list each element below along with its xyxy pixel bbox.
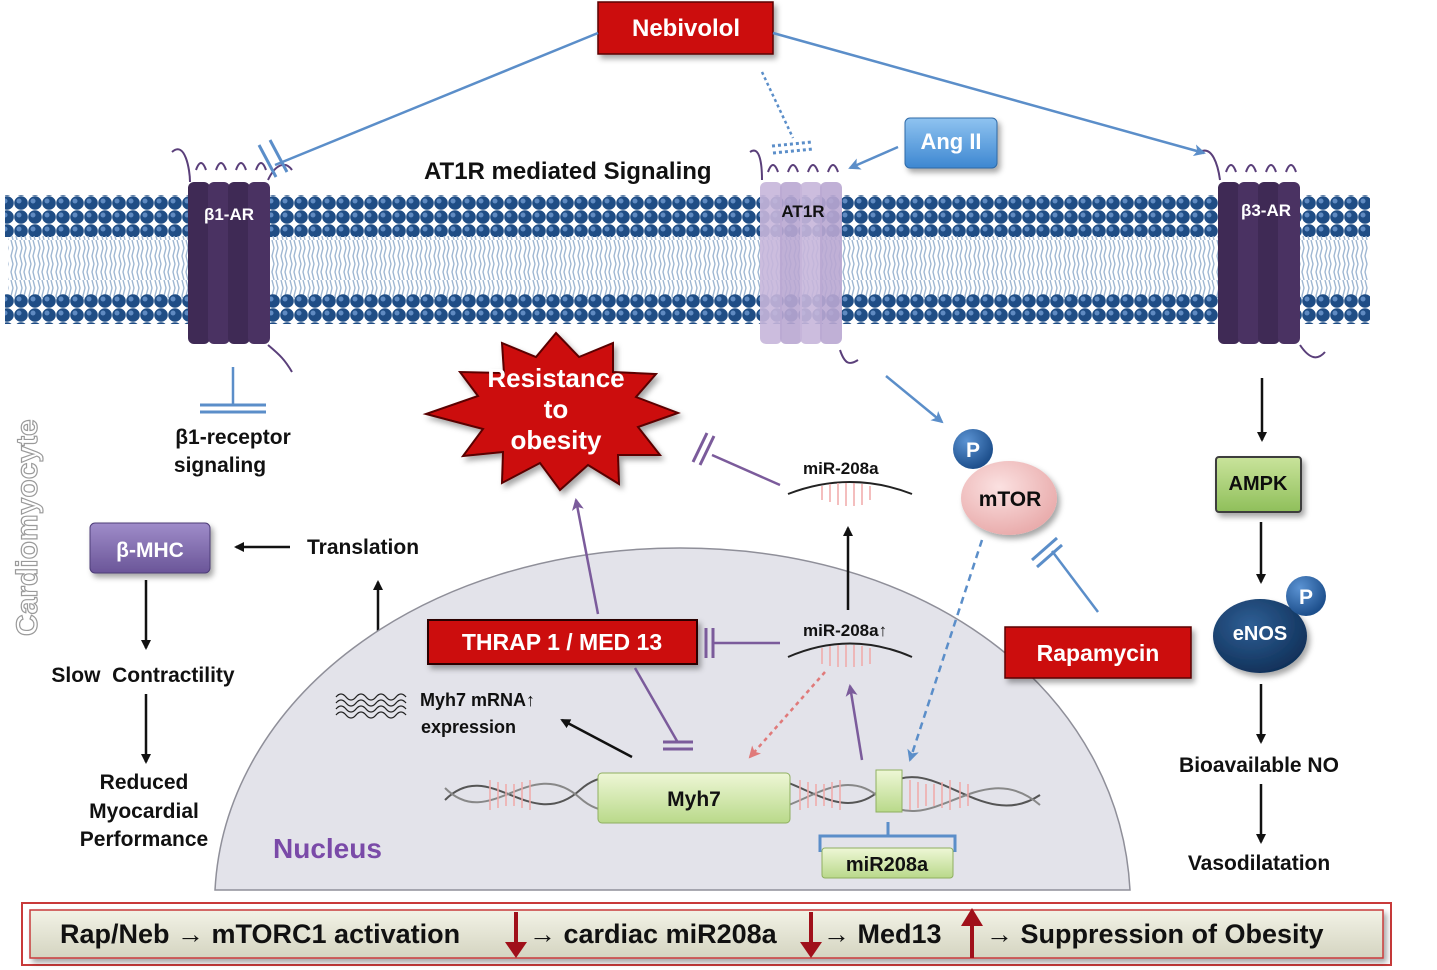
mir208a-gene-label: miR208a bbox=[846, 854, 929, 876]
myh7-mrna-squiggle bbox=[335, 693, 407, 719]
myh7-to-mrna-arrow bbox=[560, 718, 633, 759]
angii-label: Ang II bbox=[920, 129, 981, 154]
mir208a-to-myh7-dotted bbox=[748, 671, 826, 759]
mir208a-mid-strand bbox=[787, 642, 913, 658]
mtor-to-nucleus-dashed bbox=[907, 539, 984, 762]
summary-up-arrow bbox=[961, 908, 983, 958]
mir208a-locus-block bbox=[875, 769, 903, 813]
nucleus-label: Nucleus bbox=[273, 833, 382, 864]
at1r-label: AT1R bbox=[781, 202, 824, 221]
mir208a-mid-bases bbox=[821, 645, 871, 667]
enos-node: eNOS bbox=[1213, 599, 1307, 673]
ampk-label: AMPK bbox=[1229, 473, 1288, 495]
nebivolol-at1r-tbar-1 bbox=[771, 140, 813, 148]
slow-contractility-label: Slow Contractility bbox=[51, 664, 235, 687]
nebivolol-b1ar-tbar-1 bbox=[257, 144, 278, 178]
nebivolol-to-at1r-dotted bbox=[760, 71, 795, 139]
myh7-gene-box: Myh7 bbox=[597, 772, 791, 824]
summary-part-2: → cardiac miR208a bbox=[529, 919, 778, 949]
resistance-to-obesity-burst: Resistance to obesity bbox=[422, 331, 681, 492]
angii-box: Ang II bbox=[904, 117, 998, 169]
bioavailable-no-label: Bioavailable NO bbox=[1179, 754, 1339, 777]
rapamycin-label: Rapamycin bbox=[1037, 640, 1160, 666]
summary-down-arrow-2 bbox=[800, 912, 822, 958]
membrane-outer-leaflet bbox=[5, 195, 1370, 237]
mir208a-mid-label: miR-208a↑ bbox=[803, 621, 887, 640]
ampk-box: AMPK bbox=[1215, 456, 1302, 513]
bmhc-box: β-MHC bbox=[89, 522, 211, 574]
rapamycin-box: Rapamycin bbox=[1004, 626, 1192, 679]
summary-bar: Rap/Neb → mTORC1 activation → cardiac mi… bbox=[21, 902, 1392, 966]
resistance-label-1: Resistance bbox=[487, 363, 624, 393]
thrap-box: THRAP 1 / MED 13 bbox=[427, 619, 698, 665]
gene-to-mir208a-arrow bbox=[845, 684, 864, 761]
resistance-label-2: to bbox=[544, 394, 569, 424]
summary-part-4: → Suppression of Obesity bbox=[986, 919, 1324, 949]
nebivolol-label: Nebivolol bbox=[632, 15, 740, 42]
nebivolol-box: Nebivolol bbox=[597, 1, 774, 55]
enos-p-label: P bbox=[1299, 586, 1313, 609]
mir208a-top-bases bbox=[821, 483, 871, 506]
rapamycin-mtor-tbar-2 bbox=[1036, 543, 1063, 569]
enos-phospho: P bbox=[1286, 576, 1326, 616]
mtor-p-label: P bbox=[966, 439, 980, 462]
reduced-label-3: Performance bbox=[80, 828, 208, 851]
at1r-to-mtor-arrow bbox=[885, 375, 944, 424]
mir208a-top-strand bbox=[787, 481, 913, 495]
thrap-to-resistance-arrow bbox=[572, 498, 600, 615]
mir208a-to-resistance-line bbox=[711, 453, 781, 487]
resistance-label-3: obesity bbox=[510, 425, 602, 455]
summary-part-1: Rap/Neb → mTORC1 activation bbox=[60, 919, 460, 949]
translation-label: Translation bbox=[307, 536, 419, 559]
reduced-label-1: Reduced bbox=[100, 771, 189, 794]
at1r-signaling-label: AT1R mediated Signaling bbox=[424, 158, 712, 185]
nebivolol-at1r-tbar-2 bbox=[772, 147, 814, 155]
rapamycin-to-mtor-line bbox=[1051, 550, 1099, 613]
nebivolol-to-b1ar-line bbox=[274, 31, 599, 167]
enos-label: eNOS bbox=[1233, 623, 1287, 645]
reduced-label-2: Myocardial bbox=[89, 800, 199, 823]
b1-receptor-signaling-label-2: signaling bbox=[174, 454, 266, 477]
mtor-phospho: P bbox=[953, 429, 993, 469]
mir208a-resistance-tbar-1 bbox=[691, 432, 709, 463]
mtor-node: mTOR bbox=[961, 461, 1057, 535]
mir208a-top-label: miR-208a bbox=[803, 459, 879, 478]
nebivolol-to-b3ar-arrow bbox=[772, 31, 1206, 157]
b3ar-receptor: β3-AR bbox=[1199, 149, 1326, 359]
nebivolol-b1ar-tbar-2 bbox=[268, 139, 289, 173]
rapamycin-mtor-tbar-1 bbox=[1031, 536, 1058, 562]
at1r-receptor: AT1R bbox=[749, 149, 859, 364]
b1ar-label: β1-AR bbox=[204, 205, 254, 224]
bmhc-label: β-MHC bbox=[116, 539, 184, 562]
mir208a-resistance-tbar-2 bbox=[698, 435, 716, 466]
b1-receptor-signaling-label-1: β1-receptor bbox=[175, 426, 291, 449]
b1ar-receptor: β1-AR bbox=[171, 148, 293, 373]
summary-down-arrow-1 bbox=[505, 912, 527, 958]
myh7-mrna-label-2: expression bbox=[421, 717, 516, 737]
thrap-label: THRAP 1 / MED 13 bbox=[462, 629, 662, 655]
mir208a-gene-box: miR208a bbox=[821, 847, 954, 879]
myh7-mrna-up-arrow: ↑ bbox=[526, 690, 535, 710]
cardiomyocyte-label: Cardiomyocyte bbox=[11, 419, 44, 636]
myh7-label: Myh7 bbox=[667, 788, 721, 811]
mir208a-mid-up-arrow: ↑ bbox=[879, 621, 888, 640]
mtor-label: mTOR bbox=[979, 488, 1042, 511]
b3ar-label: β3-AR bbox=[1241, 201, 1291, 220]
angii-to-at1r-arrow bbox=[848, 145, 899, 170]
summary-part-3: → Med13 bbox=[823, 919, 942, 949]
myh7-mrna-label-1: Myh7 mRNA↑ bbox=[420, 690, 535, 710]
vasodilatation-label: Vasodilatation bbox=[1188, 852, 1330, 875]
thrap-to-myh7-line bbox=[633, 667, 679, 742]
